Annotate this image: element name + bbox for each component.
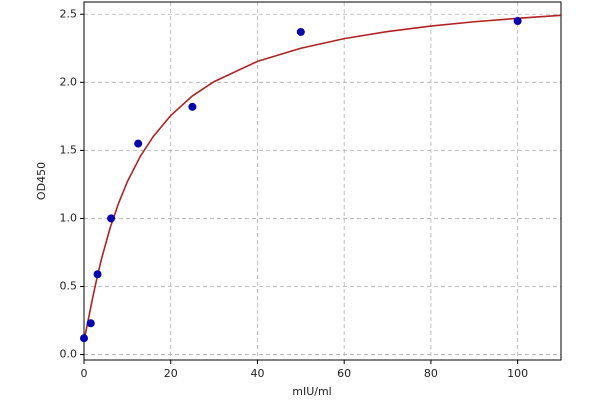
data-point bbox=[80, 334, 88, 343]
x-tick-label: 100 bbox=[507, 367, 528, 380]
plot-frame bbox=[83, 1, 562, 361]
x-tick-label: 0 bbox=[81, 367, 88, 380]
data-point bbox=[296, 27, 305, 36]
y-tick-label: 1.5 bbox=[60, 143, 78, 156]
fit-curve bbox=[83, 14, 562, 342]
x-tick-label: 20 bbox=[164, 367, 178, 380]
y-tick-label: 1.0 bbox=[60, 211, 78, 224]
data-point bbox=[134, 139, 143, 148]
x-tick-label: 60 bbox=[337, 367, 351, 380]
data-point bbox=[188, 102, 197, 111]
y-tick-label: 2.0 bbox=[60, 75, 78, 88]
data-point bbox=[93, 270, 102, 279]
y-tick-label: 0.0 bbox=[60, 348, 78, 361]
data-point bbox=[513, 17, 522, 26]
data-point bbox=[86, 319, 95, 328]
y-tick-label: 2.5 bbox=[60, 7, 78, 20]
x-tick-label: 80 bbox=[424, 367, 438, 380]
x-axis-label: mIU/ml bbox=[292, 385, 332, 398]
x-tick-label: 40 bbox=[250, 367, 264, 380]
y-axis-label: OD450 bbox=[35, 162, 48, 200]
data-point bbox=[107, 214, 116, 223]
y-tick-label: 0.5 bbox=[60, 279, 78, 292]
